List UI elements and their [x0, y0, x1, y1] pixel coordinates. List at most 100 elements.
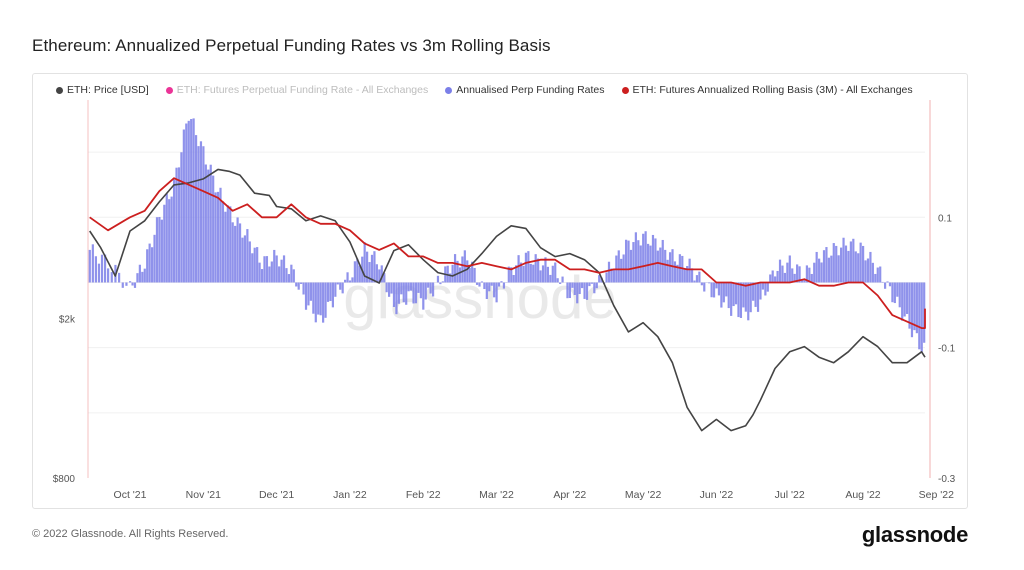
series-lines — [89, 168, 926, 432]
funding-bar — [715, 282, 718, 289]
legend-item-annualised-funding[interactable]: Annualised Perp Funding Rates — [445, 84, 605, 96]
funding-bar — [471, 261, 474, 283]
funding-bar — [168, 199, 171, 283]
funding-bar — [534, 254, 537, 283]
funding-bar — [568, 282, 571, 299]
funding-bar — [805, 265, 809, 283]
funding-bar — [551, 265, 554, 283]
funding-bar — [632, 242, 635, 283]
funding-bar — [737, 282, 740, 318]
funding-bar — [97, 263, 101, 283]
legend-item-rolling-basis[interactable]: ETH: Futures Annualized Rolling Basis (3… — [621, 84, 913, 96]
funding-bar — [888, 282, 892, 287]
funding-bar — [231, 222, 234, 283]
funding-bar — [185, 123, 188, 283]
funding-bar — [319, 282, 322, 316]
legend-label-rolling-basis: ETH: Futures Annualized Rolling Basis (3… — [632, 84, 913, 96]
funding-bar — [871, 262, 874, 283]
chart-legend: ETH: Price [USD] ETH: Futures Perpetual … — [56, 84, 913, 96]
funding-bar — [837, 255, 840, 283]
funding-bar — [326, 282, 330, 302]
funding-bar — [363, 242, 366, 283]
funding-bar — [256, 247, 259, 283]
x-tick-label: Jan '22 — [333, 489, 367, 501]
funding-bar — [380, 265, 383, 283]
funding-bar — [480, 281, 484, 283]
x-tick-label: May '22 — [625, 489, 662, 501]
funding-bar — [138, 264, 141, 283]
funding-bar — [329, 282, 332, 302]
funding-bar — [160, 219, 163, 283]
funding-bar — [524, 252, 528, 283]
funding-bar — [187, 120, 190, 283]
funding-bar — [224, 211, 227, 283]
x-tick-label: Jun '22 — [700, 489, 734, 501]
funding-bar — [629, 249, 633, 283]
funding-bar — [91, 244, 94, 283]
funding-bar — [429, 282, 432, 294]
funding-bar — [204, 164, 207, 283]
funding-bar — [519, 262, 523, 283]
copyright-footer: © 2022 Glassnode. All Rights Reserved. — [32, 528, 229, 540]
funding-bar — [778, 259, 782, 283]
funding-bar — [280, 259, 283, 283]
funding-bar — [862, 245, 865, 283]
funding-bar — [617, 250, 620, 283]
funding-bar — [920, 282, 923, 352]
funding-bar — [561, 276, 564, 283]
x-tick-label: Jul '22 — [775, 489, 805, 501]
funding-bar — [163, 204, 166, 283]
funding-bar — [197, 146, 200, 283]
axes: Oct '21 Nov '21 Dec '21 Jan '22 Feb '22 Mar '… — [53, 100, 956, 501]
funding-bar — [314, 282, 317, 323]
funding-bar — [336, 282, 339, 285]
funding-bar — [246, 229, 249, 283]
legend-dot-rolling-basis — [621, 86, 629, 94]
funding-bar — [864, 260, 867, 283]
funding-bar — [419, 282, 422, 299]
funding-bar — [734, 282, 738, 305]
funding-bar — [571, 282, 574, 288]
funding-bar — [815, 251, 818, 283]
funding-bar — [373, 251, 376, 283]
funding-bar — [832, 243, 835, 283]
funding-bar — [312, 282, 315, 314]
funding-bar — [292, 269, 295, 283]
funding-bar — [400, 282, 403, 295]
funding-bar — [466, 260, 469, 283]
funding-bar — [150, 247, 154, 283]
legend-item-price[interactable]: ETH: Price [USD] — [56, 84, 149, 96]
legend-item-funding-rate[interactable]: ETH: Futures Perpetual Funding Rate - Al… — [165, 84, 428, 96]
funding-bar — [422, 282, 425, 310]
funding-bar — [541, 265, 545, 283]
funding-bar — [695, 275, 699, 283]
funding-bar — [752, 282, 755, 301]
funding-bar — [212, 175, 215, 283]
funding-bar — [800, 280, 804, 283]
funding-bar — [194, 135, 198, 283]
x-tick-label: Mar '22 — [479, 489, 514, 501]
funding-bar — [409, 282, 413, 291]
funding-bar — [771, 270, 774, 283]
funding-bar — [322, 282, 325, 323]
funding-bar — [529, 263, 532, 283]
funding-bar — [918, 282, 921, 350]
funding-bar — [764, 282, 767, 296]
funding-bar — [840, 247, 843, 283]
funding-bar — [304, 282, 308, 310]
funding-bar — [397, 282, 400, 304]
funding-bar — [825, 247, 828, 283]
funding-bar — [620, 258, 623, 283]
funding-bar — [346, 272, 349, 283]
funding-bar — [110, 272, 113, 283]
funding-bar — [593, 282, 596, 294]
legend-dot-funding-rate — [165, 86, 173, 94]
funding-bar — [634, 232, 637, 283]
funding-bar — [221, 201, 225, 283]
funding-bar — [891, 282, 894, 303]
funding-bar — [896, 282, 899, 297]
funding-bar — [808, 267, 811, 283]
funding-bar — [783, 272, 787, 283]
funding-bar — [192, 118, 195, 283]
funding-bar — [125, 282, 128, 286]
